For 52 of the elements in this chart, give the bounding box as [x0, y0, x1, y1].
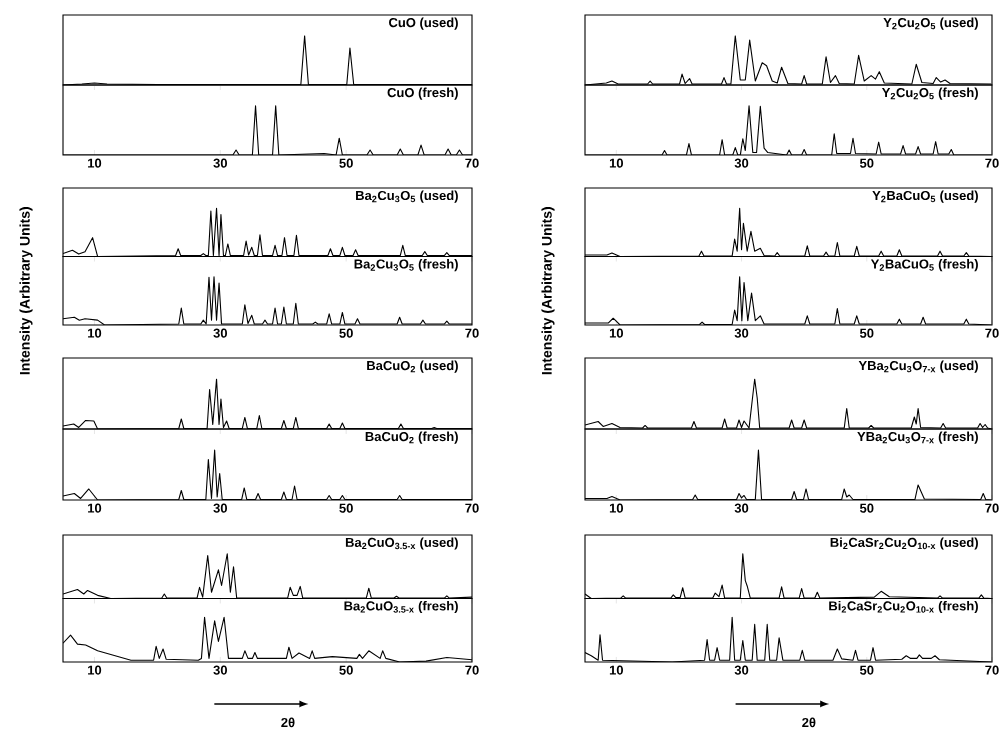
chart-title: Y$_{2}$Cu$_{2}$O$_{5}$ (used) — [883, 17, 978, 30]
x-tick-label: 70 — [985, 503, 999, 513]
x-tick-label: 30 — [213, 665, 228, 675]
x-tick-label: 70 — [465, 328, 479, 338]
x-tick-label: 50 — [859, 158, 874, 168]
x-tick-label: 50 — [339, 665, 353, 675]
chart-title: BaCuO$_{2}$ (used) — [367, 360, 458, 373]
x-tick-label: 10 — [88, 158, 102, 168]
chart-title: Ba$_{2}$CuO$_{3.5-x}$ (used) — [345, 537, 458, 550]
x-tick-label: 10 — [609, 328, 624, 338]
x-tick-label: 10 — [88, 503, 102, 513]
x-tick-label: 70 — [465, 503, 479, 513]
chart-title: Bi$_{2}$CaSr$_{2}$Cu$_{2}$O$_{10-x}$ (used) — [830, 537, 978, 550]
x-tick-label: 50 — [859, 503, 874, 513]
chart-title: Ba$_{2}$Cu$_{3}$O$_{5}$ (used) — [356, 190, 458, 203]
x-tick-label: 30 — [213, 503, 228, 513]
x-tick-label: 70 — [465, 158, 479, 168]
x-tick-label: 50 — [339, 503, 353, 513]
x-tick-label: 50 — [339, 328, 353, 338]
x-tick-label: 70 — [985, 328, 999, 338]
x-tick-label: 10 — [88, 665, 102, 675]
chart-title: BaCuO$_{2}$ (fresh) — [365, 431, 458, 444]
chart-title: CuO (fresh) — [387, 87, 458, 100]
x-tick-label: 10 — [609, 503, 624, 513]
chart-title: CuO (used) — [389, 17, 458, 30]
x-tick-label: 30 — [734, 503, 749, 513]
x-tick-label: 30 — [734, 158, 749, 168]
y-axis-title: Intensity (Arbitrary Units) — [541, 207, 555, 375]
x-tick-label: 70 — [985, 665, 999, 675]
chart-title: Ba$_{2}$CuO$_{3.5-x}$ (fresh) — [344, 600, 458, 614]
chart-title: YBa$_{2}$Cu$_{3}$O$_{7-x}$ (used) — [858, 360, 978, 373]
x-tick-label: 50 — [339, 158, 353, 168]
x-tick-label: 50 — [859, 665, 874, 675]
chart-title: Y$_{2}$BaCuO$_{5}$ (used) — [872, 190, 978, 203]
x-tick-label: 10 — [609, 158, 624, 168]
y-axis-title: Intensity (Arbitrary Units) — [19, 207, 33, 375]
chart-title: YBa$_{2}$Cu$_{3}$O$_{7-x}$ (fresh) — [857, 431, 978, 444]
x-tick-label: 10 — [88, 328, 102, 338]
x-tick-label: 30 — [734, 665, 749, 675]
x-tick-label: 10 — [609, 665, 624, 675]
x-axis-title: 2θ — [281, 717, 295, 728]
chart-title: Y$_{2}$Cu$_{2}$O$_{5}$ (fresh) — [881, 87, 978, 100]
x-tick-label: 30 — [213, 328, 228, 338]
chart-title: Ba$_{2}$Cu$_{3}$O$_{5}$ (fresh) — [354, 259, 458, 272]
x-tick-label: 50 — [859, 328, 874, 338]
x-tick-label: 30 — [213, 158, 228, 168]
x-tick-label: 70 — [985, 158, 999, 168]
chart-title: Bi$_{2}$CaSr$_{2}$Cu$_{2}$O$_{10-x}$ (fresh) — [829, 600, 978, 614]
x-tick-label: 70 — [465, 665, 479, 675]
x-axis-title: 2θ — [802, 717, 816, 728]
x-tick-label: 30 — [734, 328, 749, 338]
chart-title: Y$_{2}$BaCuO$_{5}$ (fresh) — [870, 259, 978, 272]
